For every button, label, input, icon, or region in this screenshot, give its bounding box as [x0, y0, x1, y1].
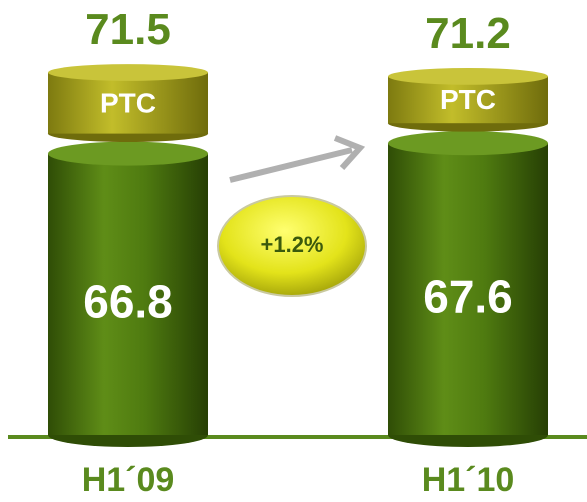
bar [48, 72, 208, 134]
cylinder-top [388, 68, 548, 85]
value-label: 67.6 [423, 270, 513, 322]
value-label: 66.8 [83, 275, 173, 327]
change-badge [217, 195, 367, 297]
x-tick-label: H1´09 [82, 461, 175, 499]
x-tick-label: H1´10 [422, 461, 515, 499]
total-label: 71.2 [425, 9, 511, 58]
segment-label: PTC [100, 87, 156, 118]
segment-label: PTC [440, 84, 496, 115]
bar [48, 153, 208, 435]
total-label: 71.5 [85, 5, 171, 54]
bar [388, 143, 548, 435]
cylinder-top [388, 131, 548, 156]
cylinder-top [48, 64, 208, 81]
trend-arrow [229, 135, 366, 183]
cylinder-top [48, 141, 208, 166]
change-label: +1.2% [261, 232, 324, 257]
